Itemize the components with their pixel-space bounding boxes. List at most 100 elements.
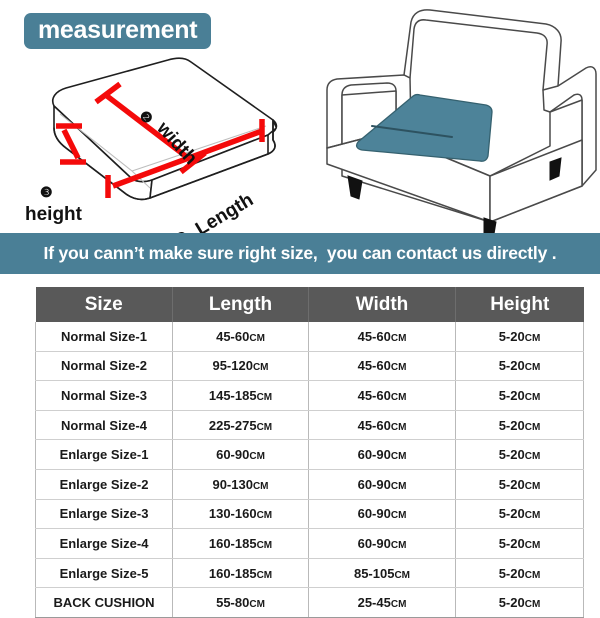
cell-width-value: 85-105: [353, 565, 395, 581]
cell-size: Normal Size-1: [35, 322, 173, 352]
cell-length-unit: CM: [256, 539, 273, 551]
cell-height-unit: CM: [524, 539, 541, 551]
cell-length-unit: CM: [256, 391, 273, 403]
table-row: Normal Size-1 45-60CM 45-60CM 5-20CM: [35, 322, 584, 352]
cell-size: Normal Size-3: [35, 380, 173, 411]
cell-length-value: 55-80: [216, 595, 250, 611]
cell-length-unit: CM: [252, 362, 269, 374]
size-table: Size Length Width Height Normal Size-1 45…: [35, 287, 584, 618]
table-row: Enlarge Size-2 90-130CM 60-90CM 5-20CM: [35, 469, 584, 500]
cell-height-value: 5-20: [498, 476, 525, 492]
cell-size: Normal Size-4: [35, 410, 173, 441]
cell-length: 160-185CM: [172, 558, 309, 589]
table-row: BACK CUSHION 55-80CM 25-45CM 5-20CM: [35, 587, 584, 618]
cell-height: 5-20CM: [455, 410, 584, 441]
cushion-diagram-svg: [51, 57, 278, 201]
table-row: Enlarge Size-4 160-185CM 60-90CM 5-20CM: [35, 528, 584, 559]
cell-height: 5-20CM: [455, 351, 584, 382]
cell-height-value: 5-20: [498, 328, 525, 344]
cell-height-unit: CM: [524, 391, 541, 403]
cell-height-value: 5-20: [498, 417, 525, 433]
cell-length: 95-120CM: [172, 351, 309, 382]
cell-length-unit: CM: [249, 599, 265, 611]
cell-width: 60-90CM: [308, 439, 456, 470]
cell-height-unit: CM: [524, 510, 541, 522]
cell-width-unit: CM: [390, 391, 407, 403]
cell-size: Enlarge Size-5: [35, 558, 173, 589]
cell-length-value: 160-185: [208, 535, 257, 551]
cell-length-value: 60-90: [216, 447, 250, 463]
measurement-badge: measurement: [24, 13, 212, 50]
cell-height-value: 5-20: [498, 358, 525, 374]
cell-width-value: 25-45: [357, 595, 391, 611]
cell-length-value: 45-60: [216, 328, 250, 344]
cell-length-unit: CM: [256, 421, 273, 433]
cell-length-unit: CM: [249, 332, 265, 344]
cell-length-value: 160-185: [208, 565, 257, 581]
cell-height: 5-20CM: [455, 499, 584, 530]
cell-height-unit: CM: [524, 421, 541, 433]
cell-width-value: 45-60: [357, 358, 391, 374]
cell-length-value: 90-130: [212, 476, 253, 492]
size-table-body: Normal Size-1 45-60CM 45-60CM 5-20CM Normal …: [35, 322, 584, 618]
cell-width-value: 45-60: [357, 387, 391, 403]
cell-height-value: 5-20: [498, 447, 525, 463]
cell-width-value: 60-90: [357, 535, 391, 551]
table-row: Enlarge Size-1 60-90CM 60-90CM 5-20CM: [35, 439, 584, 470]
cell-height-value: 5-20: [498, 565, 525, 581]
cell-width: 85-105CM: [308, 558, 456, 589]
cell-width-unit: CM: [390, 510, 407, 522]
cell-height: 5-20CM: [455, 528, 584, 559]
cell-height-unit: CM: [524, 569, 541, 581]
cell-length-unit: CM: [256, 510, 273, 522]
cell-height-value: 5-20: [498, 506, 525, 522]
size-table-head: Size Length Width Height: [35, 287, 584, 322]
cell-height: 5-20CM: [455, 558, 584, 589]
cell-width: 45-60CM: [308, 410, 456, 441]
armchair-svg: [326, 9, 597, 241]
size-table-wrapper: Size Length Width Height Normal Size-1 45…: [35, 287, 584, 618]
cell-size: BACK CUSHION: [35, 587, 173, 618]
contact-banner-text: If you cann’t make sure right size, you …: [43, 243, 557, 263]
cell-width-unit: CM: [390, 480, 407, 492]
column-header-size: Size: [35, 287, 173, 322]
cell-height: 5-20CM: [455, 469, 584, 500]
cell-width: 45-60CM: [308, 322, 456, 352]
cell-length-unit: CM: [249, 451, 265, 463]
cell-width: 25-45CM: [308, 587, 456, 618]
cell-width-unit: CM: [390, 332, 407, 344]
table-row: Normal Size-4 225-275CM 45-60CM 5-20CM: [35, 410, 584, 441]
height-label: height: [25, 204, 82, 225]
cell-length: 130-160CM: [172, 499, 309, 530]
cell-length: 55-80CM: [172, 587, 309, 618]
chair-leg-front-left: [347, 175, 363, 200]
cell-length-value: 225-275: [208, 417, 257, 433]
table-row: Enlarge Size-5 160-185CM 85-105CM 5-20CM: [35, 558, 584, 589]
cell-length-unit: CM: [256, 569, 273, 581]
cell-width-value: 45-60: [357, 417, 391, 433]
cell-width-unit: CM: [390, 539, 407, 551]
cell-height-unit: CM: [524, 362, 541, 374]
cell-length-value: 95-120: [212, 358, 253, 374]
cell-width-unit: CM: [394, 569, 411, 581]
cell-height: 5-20CM: [455, 322, 584, 352]
cell-height-unit: CM: [524, 451, 541, 463]
cell-width: 45-60CM: [308, 351, 456, 382]
cell-size: Enlarge Size-4: [35, 528, 173, 559]
cell-length-unit: CM: [252, 480, 269, 492]
column-header-height: Height: [455, 287, 584, 322]
contact-banner: If you cann’t make sure right size, you …: [0, 233, 600, 274]
cushion-diagram: ❸ height ❷ width ❶ Length: [0, 36, 300, 248]
cell-width: 60-90CM: [308, 528, 456, 559]
cell-width-unit: CM: [390, 362, 407, 374]
cell-length: 145-185CM: [172, 380, 309, 411]
illustration-area: measurement: [0, 0, 600, 248]
cell-length: 90-130CM: [172, 469, 309, 500]
table-row: Enlarge Size-3 130-160CM 60-90CM 5-20CM: [35, 499, 584, 530]
table-header-row: Size Length Width Height: [35, 287, 584, 322]
cell-width-value: 60-90: [357, 476, 391, 492]
measurement-badge-label: measurement: [38, 16, 198, 44]
cell-size: Normal Size-2: [35, 351, 173, 382]
cell-width-unit: CM: [390, 421, 407, 433]
cell-length: 60-90CM: [172, 439, 309, 470]
